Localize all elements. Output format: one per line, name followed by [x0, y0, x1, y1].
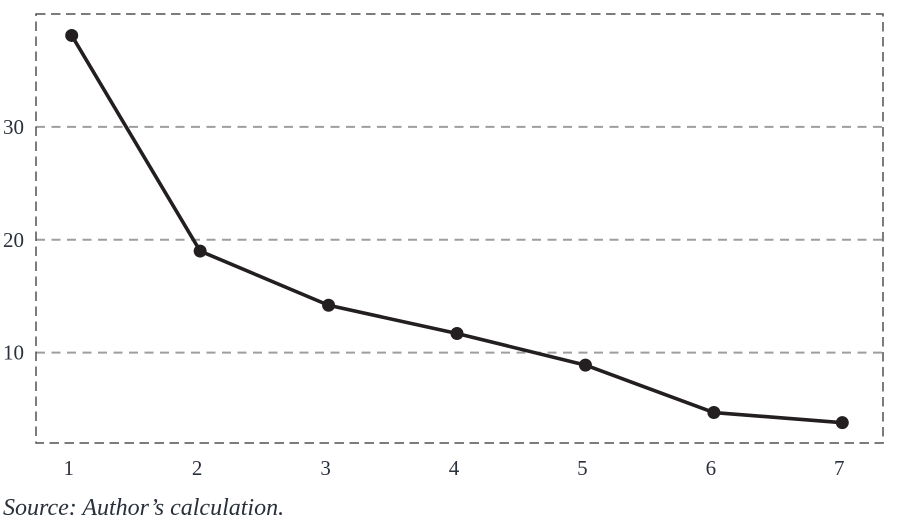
source-caption: Source: Author’s calculation.	[3, 495, 285, 521]
x-tick-label: 2	[192, 456, 203, 480]
data-point	[707, 406, 721, 420]
data-point	[322, 298, 336, 312]
x-tick-label: 5	[577, 456, 588, 480]
x-tick-label: 7	[834, 456, 845, 480]
y-tick-label: 20	[3, 228, 24, 252]
x-tick-label: 4	[449, 456, 460, 480]
x-tick-label: 6	[706, 456, 717, 480]
x-tick-label: 3	[320, 456, 331, 480]
data-point	[193, 244, 207, 258]
line-chart: 10 20 30 1 2 3 4 5 6 7	[3, 13, 884, 480]
y-tick-label: 10	[3, 341, 24, 365]
x-tick-label: 1	[63, 456, 74, 480]
y-tick-label: 30	[3, 115, 24, 139]
data-point	[578, 358, 592, 372]
data-line	[69, 33, 845, 425]
plot-border	[35, 13, 884, 444]
data-point	[835, 416, 849, 430]
data-point	[65, 28, 79, 42]
data-point	[450, 326, 464, 340]
